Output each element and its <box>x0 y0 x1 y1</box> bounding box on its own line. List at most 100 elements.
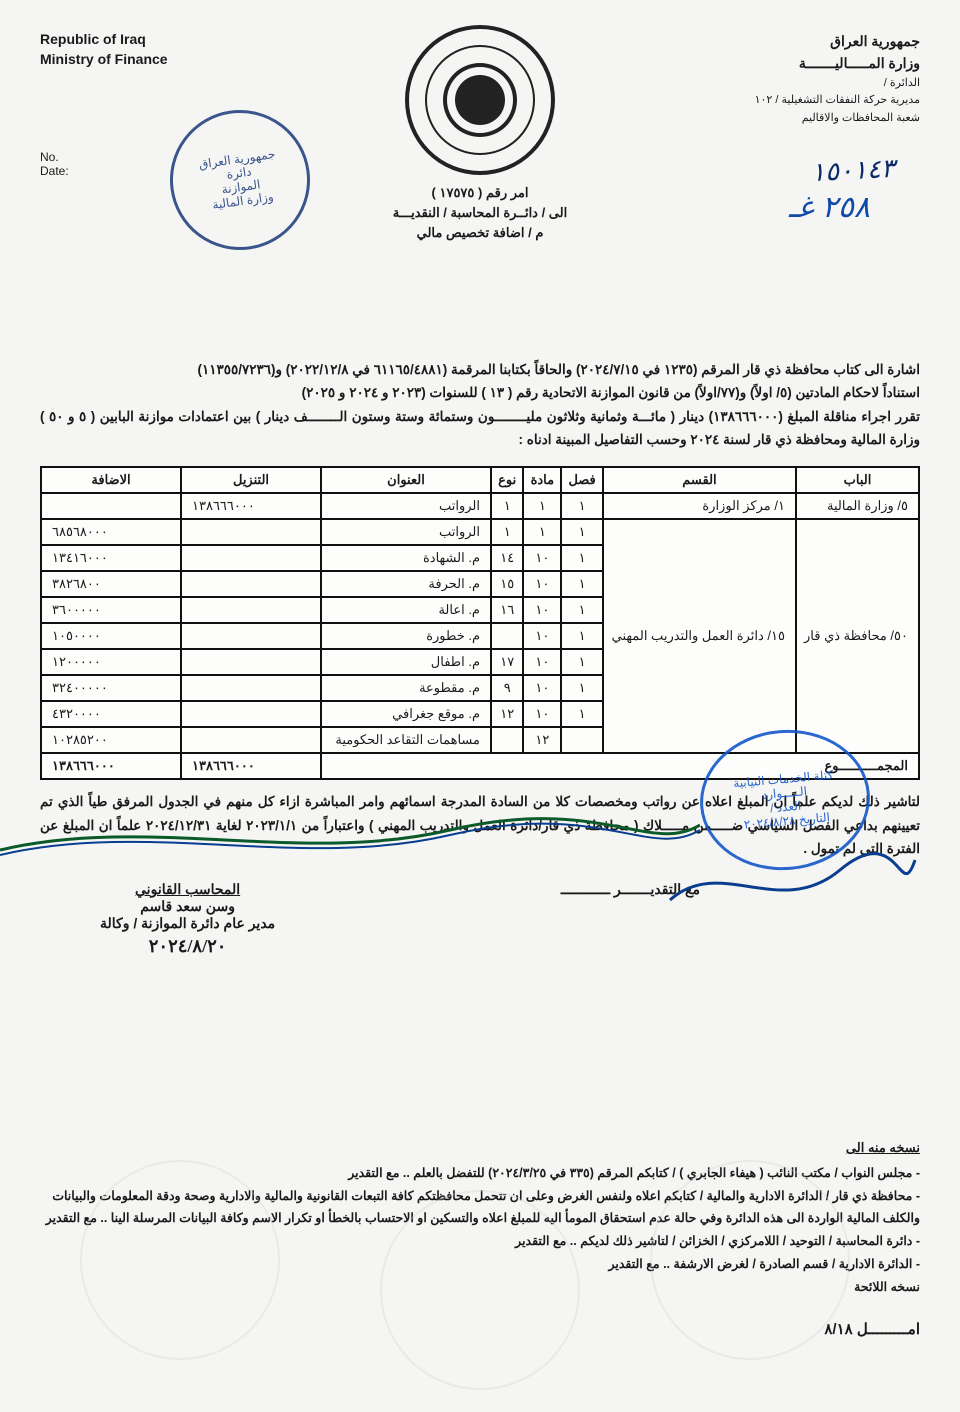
cell-idafa <box>41 493 181 519</box>
cell-fasl: ١ <box>561 493 603 519</box>
th-idafa: الاضافة <box>41 467 181 493</box>
cell-naw <box>491 623 523 649</box>
cell-idafa: ١٢٠٠٠٠٠ <box>41 649 181 675</box>
cell-idafa: ١٠٥٠٠٠٠ <box>41 623 181 649</box>
th-bab: الباب <box>796 467 919 493</box>
cell-unwan: م. اطفال <box>321 649 491 675</box>
cell-mada: ١٠ <box>523 623 561 649</box>
cell-tanzil <box>181 597 321 623</box>
document-page: Republic of Iraq Ministry of Finance جمه… <box>0 0 960 1412</box>
th-unwan: العنوان <box>321 467 491 493</box>
signer-date: ٢٠٢٤/٨/٢٠ <box>100 936 275 957</box>
cell-fasl: ١ <box>561 571 603 597</box>
cell-mada: ١٢ <box>523 727 561 753</box>
cell-tanzil <box>181 701 321 727</box>
cell-fasl: ١ <box>561 519 603 545</box>
ar-dept2: مديرية حركة النفقات التشغيلية / ١٠٢ <box>755 92 920 110</box>
cell-tanzil <box>181 571 321 597</box>
body-paragraphs: اشارة الى كتاب محافظة ذي قار المرقم (١٢٣… <box>40 358 920 453</box>
faint-stamp-3 <box>650 1160 850 1360</box>
subject-line: م / اضافة تخصيص مالي <box>417 225 544 241</box>
cell-fasl: ١ <box>561 545 603 571</box>
cell-unwan: م. خطورة <box>321 623 491 649</box>
cell-mada: ١٠ <box>523 571 561 597</box>
cell-tanzil <box>181 545 321 571</box>
cell-naw: ١٧ <box>491 649 523 675</box>
th-qism: القسم <box>603 467 796 493</box>
letterhead-english: Republic of Iraq Ministry of Finance <box>40 30 168 69</box>
ref-no-label: No. <box>40 150 69 164</box>
handwritten-incoming-no: ١٥٠١٤٣ <box>810 153 895 188</box>
signer-role: مدير عام دائرة الموازنة / وكالة <box>100 915 275 932</box>
cell-idafa: ١٣٤١٦٠٠٠ <box>41 545 181 571</box>
cell-unwan: الرواتب <box>321 493 491 519</box>
en-country: Republic of Iraq <box>40 30 168 50</box>
body-p1: اشارة الى كتاب محافظة ذي قار المرقم (١٢٣… <box>40 358 920 382</box>
cell-idafa: ٣٢٤٠٠٠٠٠ <box>41 675 181 701</box>
en-ministry: Ministry of Finance <box>40 50 168 70</box>
cell-mada: ١ <box>523 493 561 519</box>
cell-mada: ١٠ <box>523 545 561 571</box>
cell-naw: ١٢ <box>491 701 523 727</box>
cell-fasl: ١ <box>561 597 603 623</box>
stamp2-l4: التاريخ ٢٠٢٤/٨/٢٨ <box>743 810 830 831</box>
signer-title: المحاسب القانوني <box>100 881 275 898</box>
th-tanzil: التنزيل <box>181 467 321 493</box>
cell-mada: ١٠ <box>523 649 561 675</box>
cell-naw: ١ <box>491 493 523 519</box>
total-idafa: ١٣٨٦٦٦٠٠٠ <box>41 753 181 779</box>
cell-unwan: م. الشهادة <box>321 545 491 571</box>
faint-stamp-1 <box>80 1160 280 1360</box>
total-tanzil: ١٣٨٦٦٦٠٠٠ <box>181 753 321 779</box>
cell-naw <box>491 727 523 753</box>
ar-dept1: الدائرة / <box>755 75 920 93</box>
cell-unwan: م. اعالة <box>321 597 491 623</box>
table-body: ٥/ وزارة المالية١/ مركز الوزارة١١١الروات… <box>41 493 919 753</box>
cell-unwan: مساهمات التقاعد الحكومية <box>321 727 491 753</box>
th-fasl: فصل <box>561 467 603 493</box>
table-row: ٥٠/ محافظة ذي قار١٥/ دائرة العمل والتدري… <box>41 519 919 545</box>
th-naw: نوع <box>491 467 523 493</box>
cell-mada: ١٠ <box>523 701 561 727</box>
signature-swoosh-2 <box>660 850 920 930</box>
addressee-line: الى / دائــرة المحاسبة / النقديـــة <box>393 205 567 221</box>
ar-country: جمهورية العراق <box>755 30 920 52</box>
state-emblem <box>405 25 555 175</box>
signature-block: المحاسب القانوني وسن سعد قاسم مدير عام د… <box>100 881 275 957</box>
cell-bab: ٥/ وزارة المالية <box>796 493 919 519</box>
body-p2: استناداً لاحكام المادتين (٥/ اولاً) و(٧٧… <box>40 381 920 405</box>
cell-idafa: ٦٨٥٦٨٠٠٠ <box>41 519 181 545</box>
cell-tanzil <box>181 675 321 701</box>
cell-tanzil <box>181 649 321 675</box>
letterhead-arabic: جمهورية العراق وزارة المـــــاليـــــــة… <box>755 30 920 128</box>
cell-qism: ١٥/ دائرة العمل والتدريب المهني <box>603 519 796 753</box>
cell-tanzil <box>181 623 321 649</box>
emblem-core-icon <box>455 75 505 125</box>
table-row: ٥/ وزارة المالية١/ مركز الوزارة١١١الروات… <box>41 493 919 519</box>
cell-naw: ١٦ <box>491 597 523 623</box>
cell-idafa: ٤٣٢٠٠٠٠ <box>41 701 181 727</box>
emblem-inner-ring <box>425 45 535 155</box>
cell-idafa: ٣٦٠٠٠٠٠ <box>41 597 181 623</box>
cell-mada: ١ <box>523 519 561 545</box>
cell-qism: ١/ مركز الوزارة <box>603 493 796 519</box>
cell-naw: ١٤ <box>491 545 523 571</box>
cell-unwan: الرواتب <box>321 519 491 545</box>
cell-fasl: ١ <box>561 701 603 727</box>
cell-unwan: م. الحرفة <box>321 571 491 597</box>
cell-unwan: م. موقع جغرافي <box>321 701 491 727</box>
cell-tanzil <box>181 519 321 545</box>
ar-ministry: وزارة المـــــاليـــــــة <box>755 52 920 74</box>
cell-naw: ١ <box>491 519 523 545</box>
order-number: امر رقم ( ١٧٥٧٥ ) <box>432 185 529 201</box>
cell-fasl <box>561 727 603 753</box>
cell-unwan: م. مقطوعة <box>321 675 491 701</box>
handwritten-initial-top: ٢٥٨ غـ <box>789 190 870 225</box>
stamp-text: جمهورية العراق دائرة الموازنة وزارة الما… <box>198 147 282 213</box>
cell-fasl: ١ <box>561 623 603 649</box>
cell-mada: ١٠ <box>523 597 561 623</box>
cell-naw: ١٥ <box>491 571 523 597</box>
cell-tanzil <box>181 727 321 753</box>
cell-naw: ٩ <box>491 675 523 701</box>
ar-dept3: شعبة المحافظات والاقاليم <box>755 110 920 128</box>
